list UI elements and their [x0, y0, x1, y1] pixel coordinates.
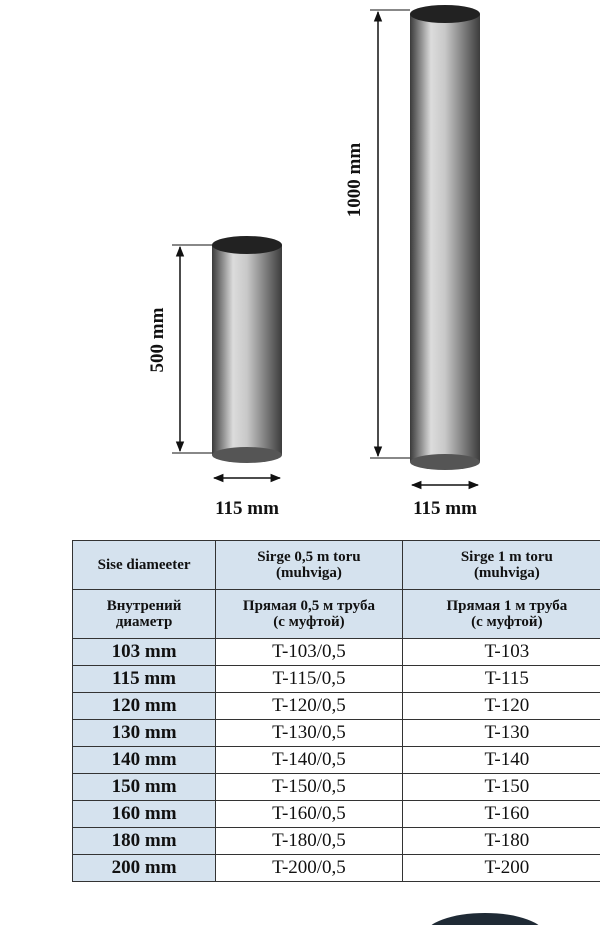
size-table: Sise diameeter Sirge 0,5 m toru (muhviga)…	[71, 540, 600, 882]
cell: Прямая 1 м труба (с муфтой)	[401, 589, 600, 639]
header-row: Внутрений диаметр Прямая 0,5 м труба (с м…	[71, 589, 600, 639]
cell: T-180	[401, 827, 600, 855]
cell: 200 mm	[71, 854, 217, 882]
cell: T-200	[401, 854, 600, 882]
cell: T-160/0,5	[215, 800, 403, 828]
cell: T-140	[401, 746, 600, 774]
cell: Внутрений диаметр	[71, 589, 217, 639]
table-row: 115 mm T-115/0,5 T-115	[71, 665, 600, 693]
cell: T-120	[401, 692, 600, 720]
cell: 120 mm	[71, 692, 217, 720]
cell: T-130/0,5	[215, 719, 403, 747]
cell: 150 mm	[71, 773, 217, 801]
table-row: 140 mm T-140/0,5 T-140	[71, 746, 600, 774]
table-row: 120 mm T-120/0,5 T-120	[71, 692, 600, 720]
cell: Sirge 1 m toru (muhviga)	[401, 540, 600, 590]
cell: 160 mm	[71, 800, 217, 828]
width-label: 115 mm	[413, 498, 477, 519]
cell: T-140/0,5	[215, 746, 403, 774]
cell: 130 mm	[71, 719, 217, 747]
table-row: 130 mm T-130/0,5 T-130	[71, 719, 600, 747]
height-label: 1000 mm	[344, 143, 365, 218]
height-label: 500 mm	[147, 307, 168, 372]
table-row: 160 mm T-160/0,5 T-160	[71, 800, 600, 828]
table-row: 103 mm T-103/0,5 T-103	[71, 638, 600, 666]
cell: T-115/0,5	[215, 665, 403, 693]
cell: Прямая 0,5 м труба (с муфтой)	[215, 589, 403, 639]
cell: 180 mm	[71, 827, 217, 855]
cell: 115 mm	[71, 665, 217, 693]
cell: T-150/0,5	[215, 773, 403, 801]
cell: T-150	[401, 773, 600, 801]
cell: Sirge 0,5 m toru (muhviga)	[215, 540, 403, 590]
cell: Sise diameeter	[71, 540, 217, 590]
cell: T-103/0,5	[215, 638, 403, 666]
cell: T-200/0,5	[215, 854, 403, 882]
cell: T-180/0,5	[215, 827, 403, 855]
cell: 140 mm	[71, 746, 217, 774]
table-row: 180 mm T-180/0,5 T-180	[71, 827, 600, 855]
long-pipe	[410, 5, 480, 470]
short-pipe	[212, 236, 282, 463]
cell: T-120/0,5	[215, 692, 403, 720]
cell: T-103	[401, 638, 600, 666]
cell: T-160	[401, 800, 600, 828]
cut-off-shape	[431, 913, 539, 925]
table-row: 150 mm T-150/0,5 T-150	[71, 773, 600, 801]
cell: T-130	[401, 719, 600, 747]
cell: 103 mm	[71, 638, 217, 666]
header-row: Sise diameeter Sirge 0,5 m toru (muhviga)…	[71, 540, 600, 590]
width-label: 115 mm	[215, 498, 279, 519]
cell: T-115	[401, 665, 600, 693]
table-row: 200 mm T-200/0,5 T-200	[71, 854, 600, 882]
